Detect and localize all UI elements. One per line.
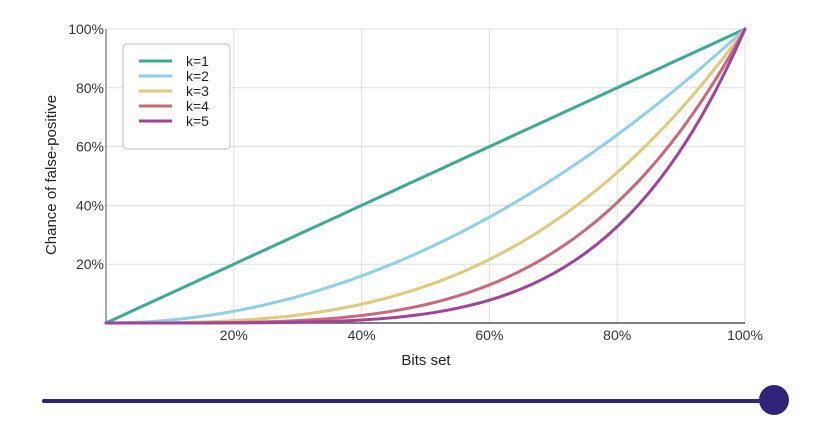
legend-label-k2: k=2	[186, 68, 209, 84]
x-axis-title: Bits set	[401, 352, 451, 369]
x-tick-label-4: 100%	[727, 327, 763, 343]
series-lines	[104, 27, 747, 325]
legend-label-k5: k=5	[186, 113, 209, 129]
y-tick-label-0: 20%	[76, 256, 104, 272]
legend-box	[122, 43, 231, 150]
series-line-k1	[104, 27, 747, 325]
y-tick-label-4: 100%	[68, 21, 104, 37]
legend: k=1k=2k=3k=4k=5	[122, 43, 231, 150]
x-tick-labels: 20% 40% 60% 80% 100%	[220, 327, 763, 343]
y-tick-labels: 20% 40% 60% 80% 100%	[68, 21, 104, 272]
false-positive-chart: 20% 40% 60% 80% 100% 20% 40% 60% 80% 100% Bits s…	[43, 21, 763, 369]
legend-label-k4: k=4	[186, 98, 209, 114]
series-line-k5	[104, 27, 747, 325]
y-tick-label-3: 80%	[76, 80, 104, 96]
slider-track[interactable]	[42, 399, 774, 403]
x-tick-label-3: 80%	[603, 327, 631, 343]
legend-label-k1: k=1	[186, 53, 209, 69]
x-tick-label-2: 60%	[475, 327, 503, 343]
x-tick-label-1: 40%	[348, 327, 376, 343]
x-tick-label-0: 20%	[220, 327, 248, 343]
y-tick-label-1: 40%	[76, 197, 104, 213]
series-line-k2	[104, 27, 747, 325]
legend-label-k3: k=3	[186, 83, 209, 99]
y-tick-label-2: 60%	[76, 139, 104, 155]
grid-lines	[106, 28, 746, 323]
slider-thumb[interactable]	[759, 385, 789, 415]
y-axis-title: Chance of false-positive	[43, 95, 60, 255]
